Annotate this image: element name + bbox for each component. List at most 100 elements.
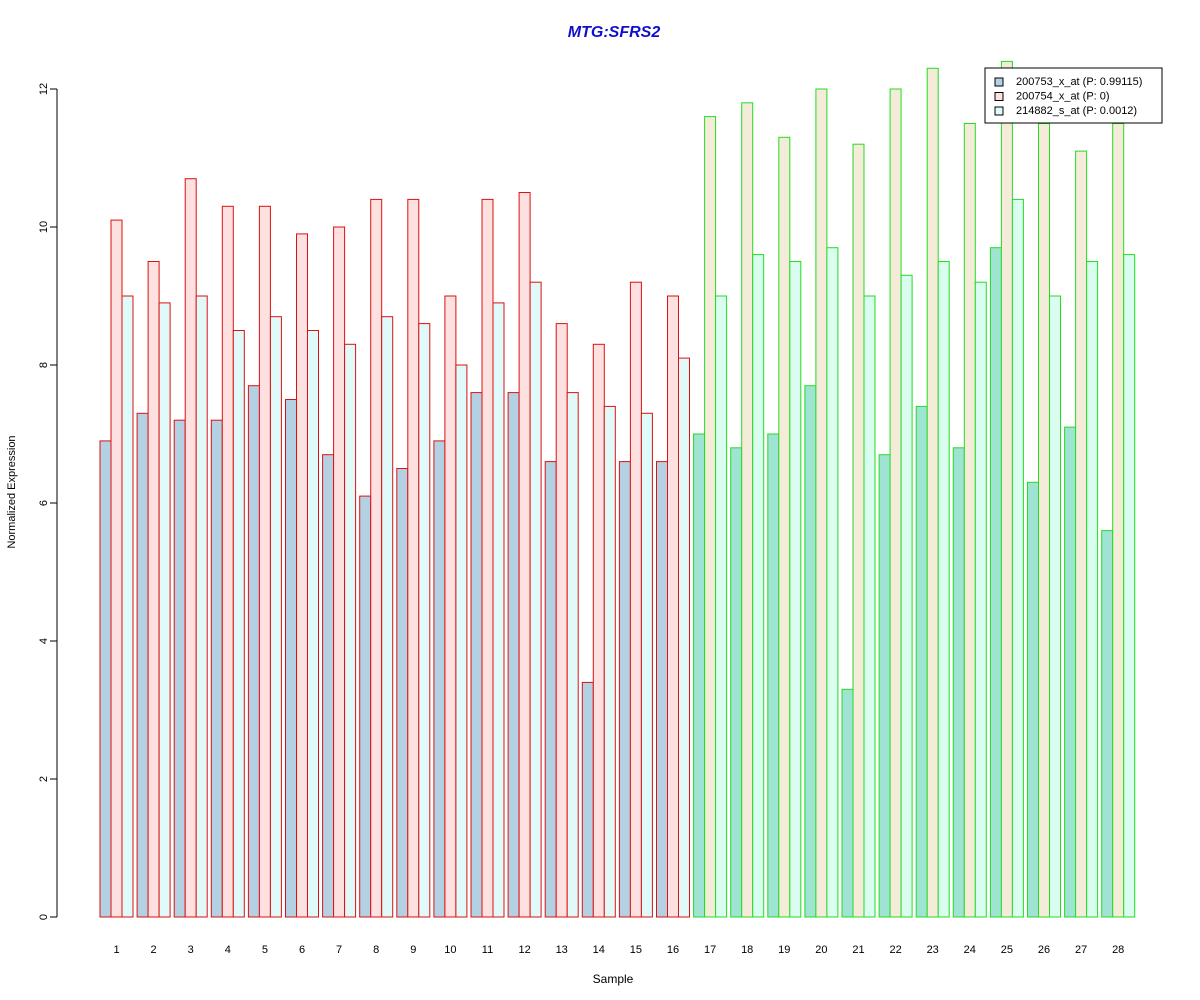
bar-sample-7-series-2 (333, 226, 346, 918)
bar-sample-20-series-2 (815, 88, 828, 918)
x-tick-label: 27 (1075, 944, 1087, 956)
bar-sample-13-series-3 (566, 392, 579, 918)
bar-sample-4-series-3 (232, 330, 245, 918)
legend-swatch (994, 92, 1004, 101)
x-tick-label: 1 (113, 944, 119, 956)
x-tick-label: 13 (556, 944, 568, 956)
bar-sample-1-series-2 (110, 219, 123, 918)
bar-sample-15-series-2 (629, 281, 642, 918)
y-tick-label: 8 (38, 362, 50, 368)
x-tick-label: 22 (889, 944, 901, 956)
bar-sample-22-series-3 (900, 274, 913, 918)
x-tick-label: 4 (225, 944, 231, 956)
bar-sample-3-series-2 (184, 178, 197, 918)
bar-sample-11-series-2 (481, 198, 494, 918)
bar-sample-12-series-2 (518, 192, 531, 918)
y-tick-label: 12 (38, 83, 50, 95)
bar-sample-11-series-1 (470, 392, 483, 918)
x-tick-label: 17 (704, 944, 716, 956)
x-tick-label: 28 (1112, 944, 1124, 956)
bar-sample-5-series-2 (258, 205, 271, 918)
bar-sample-15-series-3 (640, 412, 653, 918)
bar-sample-14-series-3 (603, 405, 616, 918)
bar-sample-5-series-1 (247, 385, 260, 918)
bar-sample-16-series-2 (667, 295, 679, 918)
x-tick-label: 10 (444, 944, 456, 956)
legend-entry-label: 200753_x_at (P: 0.99115) (1016, 76, 1142, 88)
y-tick-label: 0 (38, 914, 50, 920)
bar-sample-28-series-3 (1123, 254, 1136, 918)
bar-sample-23-series-2 (926, 67, 939, 918)
x-tick-label: 26 (1038, 944, 1050, 956)
bar-sample-19-series-1 (767, 433, 780, 918)
bar-sample-3-series-3 (195, 295, 208, 918)
bar-sample-16-series-3 (678, 357, 690, 918)
bar-sample-20-series-3 (826, 247, 839, 918)
x-axis: 1 2 3 4 5 6 7 8 9 10 11 12 13 14 15 16 17 18 19 20 21 22 23 24 2… (113, 944, 1124, 956)
x-tick-label: 16 (667, 944, 679, 956)
bar-sample-13-series-1 (544, 461, 557, 918)
bar-sample-9-series-3 (418, 323, 431, 918)
x-tick-label: 23 (927, 944, 939, 956)
x-tick-label: 6 (299, 944, 305, 956)
bar-sample-17-series-2 (704, 116, 717, 918)
bar-sample-26-series-1 (1027, 481, 1039, 918)
x-tick-label: 12 (518, 944, 530, 956)
x-tick-label: 15 (630, 944, 642, 956)
bar-sample-10-series-2 (444, 295, 457, 918)
bar-sample-14-series-1 (581, 681, 594, 918)
bar-sample-4-series-2 (221, 205, 234, 918)
bar-sample-13-series-2 (555, 323, 568, 918)
bar-sample-14-series-2 (592, 343, 605, 918)
y-axis: 0 2 4 6 8 10 12 (38, 83, 58, 920)
chart-title: MTG:SFRS2 (568, 24, 661, 41)
x-tick-label: 9 (410, 944, 416, 956)
legend-entry-label: 214882_s_at (P: 0.0012) (1016, 105, 1137, 117)
bar-sample-7-series-1 (322, 454, 335, 918)
bar-sample-8-series-3 (381, 316, 394, 918)
bar-sample-1-series-3 (121, 295, 134, 918)
y-tick-label: 6 (38, 500, 50, 506)
bar-sample-6-series-1 (285, 399, 297, 918)
bar-sample-19-series-3 (789, 261, 802, 918)
bar-sample-4-series-1 (210, 419, 223, 918)
bar-sample-26-series-3 (1049, 295, 1061, 918)
bar-sample-8-series-2 (370, 198, 383, 918)
bar-sample-8-series-1 (359, 495, 372, 918)
x-tick-label: 2 (151, 944, 157, 956)
bar-sample-7-series-3 (344, 343, 357, 918)
bar-sample-15-series-1 (618, 461, 631, 918)
bar-sample-24-series-1 (952, 447, 965, 918)
x-tick-label: 24 (964, 944, 976, 956)
bar-sample-22-series-1 (878, 454, 891, 918)
bar-sample-27-series-1 (1064, 426, 1077, 918)
x-tick-label: 20 (815, 944, 827, 956)
x-tick-label: 19 (778, 944, 790, 956)
y-axis-label: Normalized Expression (6, 435, 18, 548)
bar-sample-28-series-2 (1112, 123, 1125, 918)
bar-sample-27-series-3 (1086, 261, 1099, 918)
x-tick-label: 14 (593, 944, 605, 956)
bar-sample-23-series-3 (937, 261, 950, 918)
bar-sample-28-series-1 (1101, 530, 1114, 918)
bar-sample-9-series-1 (396, 468, 409, 918)
bar-sample-21-series-2 (852, 143, 865, 918)
x-tick-label: 8 (373, 944, 379, 956)
bar-sample-19-series-2 (778, 136, 791, 918)
bar-sample-21-series-1 (841, 688, 854, 918)
bar-sample-22-series-2 (889, 88, 902, 918)
bar-sample-2-series-2 (147, 261, 160, 918)
bar-sample-2-series-1 (136, 412, 149, 918)
bar-sample-18-series-2 (741, 102, 754, 918)
bar-sample-25-series-3 (1011, 198, 1024, 918)
bar-sample-10-series-1 (433, 440, 446, 918)
bar-sample-17-series-1 (693, 433, 706, 918)
bar-sample-27-series-2 (1075, 150, 1088, 918)
bar-sample-24-series-2 (963, 123, 976, 918)
legend-swatch (994, 77, 1004, 87)
legend-swatch (994, 106, 1004, 116)
x-axis-label: Sample (593, 972, 634, 986)
legend: 200753_x_at (P: 0.99115) 200754_x_at (P: … (984, 67, 1163, 124)
bar-sample-18-series-3 (752, 254, 765, 918)
